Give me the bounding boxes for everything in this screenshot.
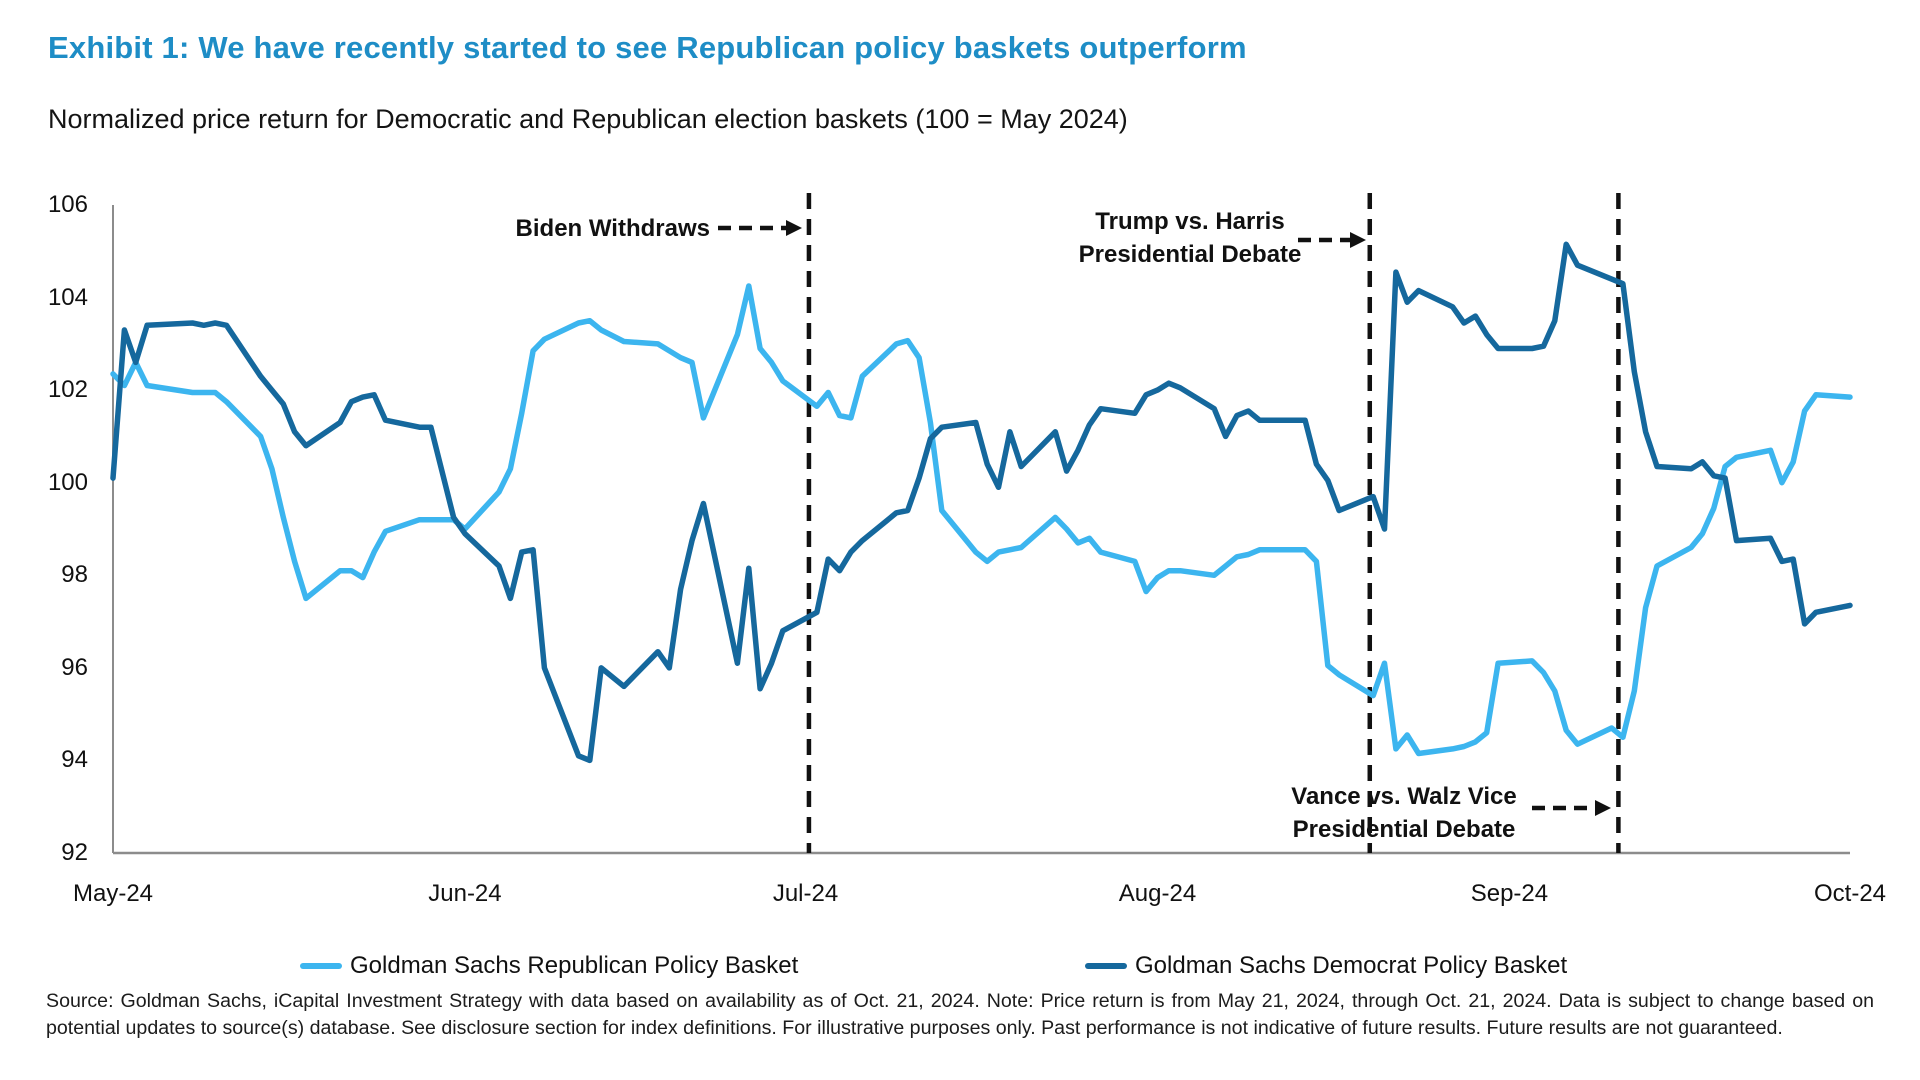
y-tick-96: 96 bbox=[61, 653, 88, 681]
event-annotation-0: Biden Withdraws bbox=[515, 215, 710, 242]
y-tick-92: 92 bbox=[61, 839, 88, 866]
y-tick-104: 104 bbox=[47, 283, 88, 311]
annotation-arrowhead-0 bbox=[786, 220, 802, 236]
series-line-republican bbox=[110, 283, 1853, 757]
chart-subtitle: Normalized price return for Democratic a… bbox=[48, 104, 1128, 134]
x-tick-Oct-24: Oct-24 bbox=[1813, 880, 1887, 907]
x-tick-Jul-24: Jul-24 bbox=[772, 880, 839, 907]
chart-canvas bbox=[110, 193, 1853, 855]
legend-label-democrat: Goldman Sachs Democrat Policy Basket bbox=[1135, 952, 1568, 979]
event-annotation-1: Trump vs. Harris Presidential Debate bbox=[1078, 208, 1302, 269]
x-tick-May-24: May-24 bbox=[72, 880, 154, 907]
y-tick-94: 94 bbox=[61, 746, 88, 774]
source-note: Source: Goldman Sachs, iCapital Investme… bbox=[46, 990, 1874, 1039]
legend-item-republican: Goldman Sachs Republican Policy Basket bbox=[300, 952, 798, 980]
y-tick-98: 98 bbox=[61, 561, 88, 589]
y-tick-100: 100 bbox=[47, 468, 88, 496]
exhibit-title: Exhibit 1: We have recently started to s… bbox=[48, 30, 1247, 65]
annotation-arrowhead-2 bbox=[1595, 800, 1611, 816]
democrat-line-swatch bbox=[1085, 963, 1127, 969]
legend-item-democrat: Goldman Sachs Democrat Policy Basket bbox=[1085, 952, 1567, 980]
y-tick-106: 106 bbox=[47, 191, 88, 218]
series-line-democrat bbox=[110, 241, 1853, 764]
event-annotation-2: Vance vs. Walz Vice Presidential Debate bbox=[1291, 783, 1517, 844]
x-tick-Aug-24: Aug-24 bbox=[1118, 880, 1197, 907]
x-tick-Sep-24: Sep-24 bbox=[1470, 880, 1549, 907]
republican-line-swatch bbox=[300, 963, 342, 969]
legend-label-republican: Goldman Sachs Republican Policy Basket bbox=[350, 952, 799, 979]
x-tick-Jun-24: Jun-24 bbox=[428, 880, 502, 907]
y-tick-102: 102 bbox=[47, 376, 88, 404]
annotation-arrowhead-1 bbox=[1350, 232, 1366, 248]
